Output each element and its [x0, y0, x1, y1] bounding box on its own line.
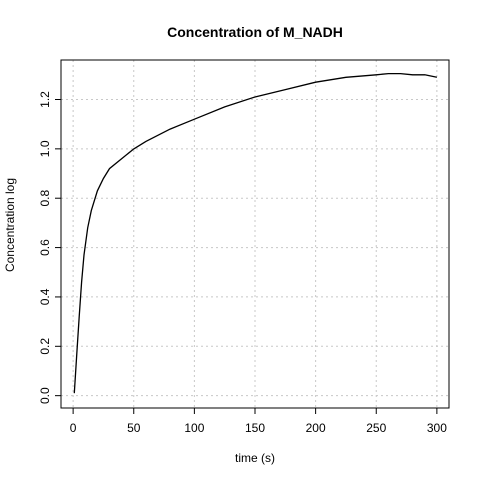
x-tick-label: 200	[306, 421, 326, 435]
x-axis: 0 50 100 150 200 250 300	[70, 408, 447, 435]
x-axis-label: time (s)	[235, 451, 275, 465]
x-tick-label: 150	[245, 421, 265, 435]
y-axis-label: Concentration log	[3, 178, 17, 272]
x-tick-label: 250	[366, 421, 386, 435]
x-tick-label: 50	[127, 421, 141, 435]
y-tick-label: 0.2	[38, 338, 52, 355]
y-tick-label: 1.2	[38, 91, 52, 108]
y-tick-label: 0.6	[38, 239, 52, 256]
y-axis: 0.0 0.2 0.4 0.6 0.8 1.0 1.2	[38, 91, 61, 404]
series-layer	[74, 74, 437, 394]
x-tick-label: 100	[184, 421, 204, 435]
y-tick-label: 0.4	[38, 288, 52, 305]
x-tick-label: 300	[427, 421, 447, 435]
grid-layer	[61, 60, 449, 408]
chart-title: Concentration of M_NADH	[167, 24, 343, 40]
y-tick-label: 0.8	[38, 190, 52, 207]
y-tick-label: 0.0	[38, 387, 52, 404]
y-tick-label: 1.0	[38, 140, 52, 157]
x-tick-label: 0	[70, 421, 77, 435]
series-line	[74, 74, 437, 394]
